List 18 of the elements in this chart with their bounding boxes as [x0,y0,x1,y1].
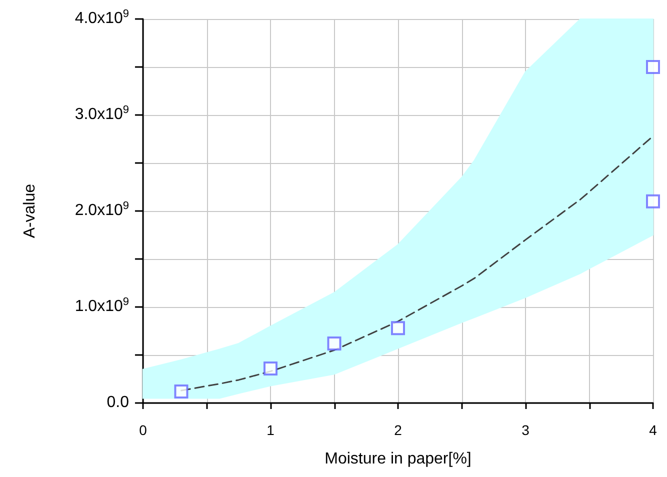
x-tick-label: 0 [139,422,148,438]
x-tick-label: 3 [522,422,530,438]
x-axis-title: Moisture in paper[%] [324,450,472,468]
point [646,60,660,74]
x-tick-label: 2 [394,422,402,438]
point [646,194,660,208]
x-tick-label: 4 [649,422,658,438]
y-axis-title: A-value [22,184,38,238]
x-tick-label: 1 [266,422,275,438]
y-tick-label: 1.0x10$^{9}$ [74,296,129,315]
point [327,336,342,350]
y-tick-label: 2.0x10$^{9}$ [74,200,129,219]
y-tick-label: 3.0x10$^{9}$ [74,104,129,123]
point [174,384,188,398]
point [391,321,405,336]
point [264,361,278,376]
y-tick-label: 4.0x10$^{9}$ [74,8,129,27]
y-tick-label: 0.0 [106,394,129,411]
